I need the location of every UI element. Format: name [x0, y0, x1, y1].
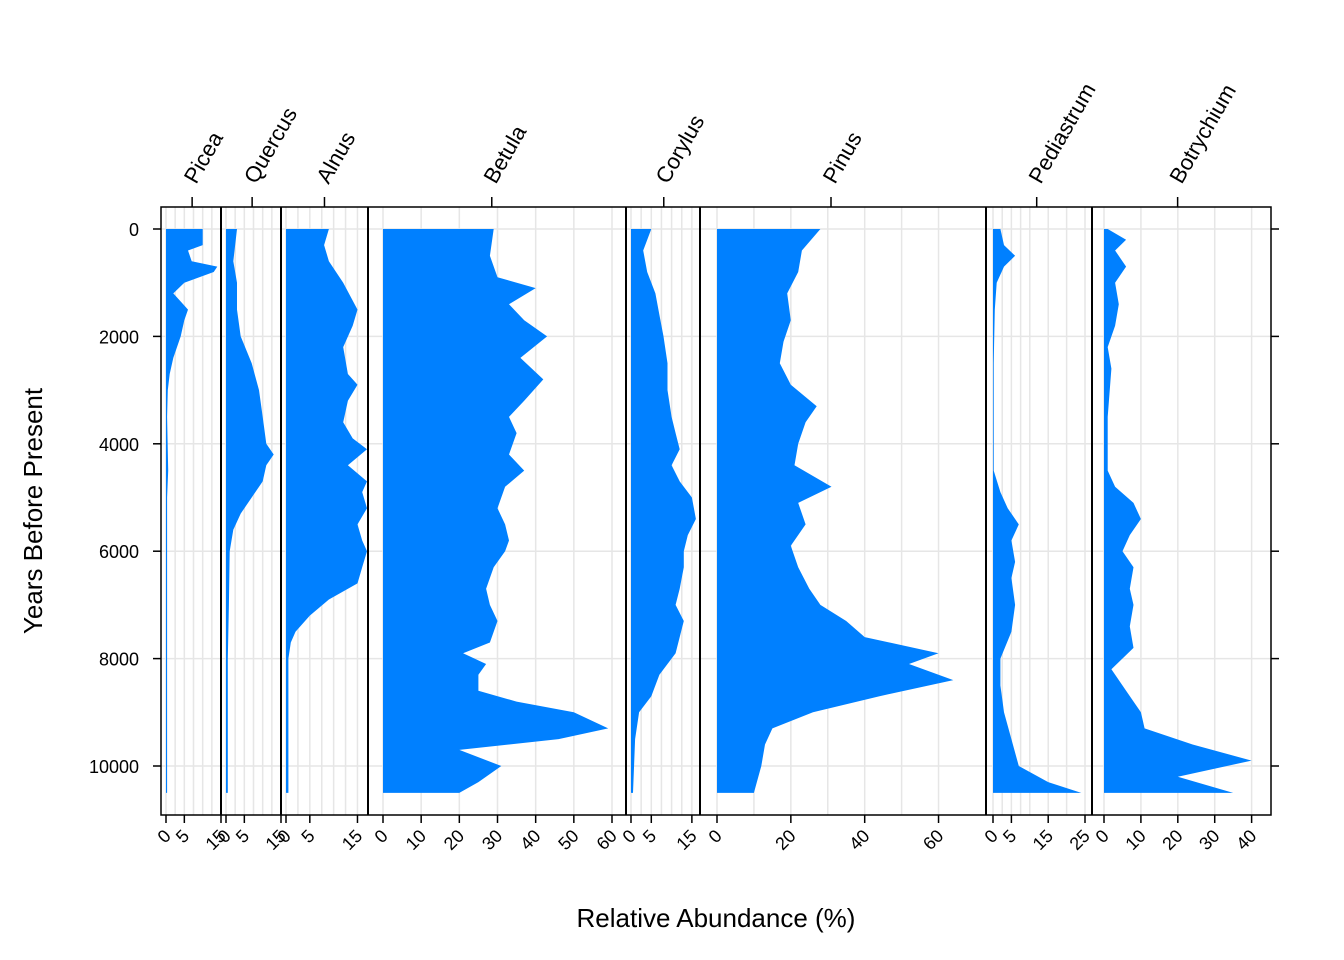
y-tick-label: 8000 — [99, 650, 139, 670]
y-axis: 0 2000 4000 6000 8000 10000 — [89, 220, 1279, 777]
x-tick-label: 60 — [593, 826, 621, 854]
y-tick-label: 6000 — [99, 542, 139, 562]
x-tick-label: 20 — [1158, 826, 1186, 854]
abundance-area-corylus — [631, 229, 696, 793]
x-tick-label: 20 — [771, 826, 799, 854]
x-tick-label: 10 — [402, 826, 430, 854]
x-tick-label: 15 — [338, 826, 366, 854]
y-tick-label: 10000 — [89, 757, 139, 777]
x-tick-label: 0 — [981, 826, 1002, 847]
x-tick-label: 30 — [1195, 826, 1223, 854]
taxon-label-corylus: Corylus — [650, 110, 709, 187]
x-tick-label: 0 — [619, 826, 640, 847]
x-tick-label: 30 — [478, 826, 506, 854]
y-tick-label: 0 — [129, 220, 139, 240]
taxon-label-alnus: Alnus — [311, 127, 360, 187]
x-tick-label: 5 — [172, 826, 193, 847]
x-tick-label: 60 — [919, 826, 947, 854]
panel-separators — [220, 207, 1093, 815]
taxon-label-betula: Betula — [478, 120, 531, 187]
abundance-area-pinus — [717, 229, 954, 793]
x-tick-label: 0 — [705, 826, 726, 847]
x-tick-label: 10 — [1121, 826, 1149, 854]
abundance-area-quercus — [226, 229, 274, 793]
x-tick-label: 5 — [639, 826, 660, 847]
x-tick-label: 5 — [999, 826, 1020, 847]
taxon-label-picea: Picea — [179, 127, 229, 188]
y-tick-label: 4000 — [99, 435, 139, 455]
taxon-label-pediastrum: Pediastrum — [1023, 79, 1100, 188]
taxon-label-pinus: Pinus — [818, 127, 867, 187]
x-axis-title: Relative Abundance (%) — [577, 903, 856, 933]
x-tick-label: 40 — [516, 826, 544, 854]
area-layer — [166, 229, 1252, 793]
x-tick-label: 5 — [232, 826, 253, 847]
abundance-area-pediastrum — [993, 229, 1082, 793]
y-axis-title: Years Before Present — [18, 387, 48, 634]
abundance-area-botrychium — [1104, 229, 1252, 793]
x-tick-label: 40 — [845, 826, 873, 854]
abundance-area-alnus — [286, 229, 367, 793]
x-tick-label: 15 — [1029, 826, 1057, 854]
y-tick-label: 2000 — [99, 327, 139, 347]
abundance-area-betula — [383, 229, 609, 793]
x-tick-label: 25 — [1066, 826, 1094, 854]
taxon-label-quercus: Quercus — [239, 103, 302, 188]
taxon-label-botrychium: Botrychium — [1164, 80, 1241, 188]
x-tick-label: 40 — [1232, 826, 1260, 854]
x-tick-label: 5 — [297, 826, 318, 847]
abundance-area-picea — [166, 229, 218, 793]
x-tick-label: 15 — [672, 826, 700, 854]
x-tick-label: 50 — [554, 826, 582, 854]
plot-frame — [160, 206, 1272, 816]
x-tick-label: 0 — [371, 826, 392, 847]
x-tick-label: 0 — [154, 826, 175, 847]
taxon-labels: Picea Quercus Alnus Betula Corylus Pinus Pedia… — [179, 79, 1241, 207]
x-tick-label: 20 — [440, 826, 468, 854]
x-tick-label: 0 — [1092, 826, 1113, 847]
